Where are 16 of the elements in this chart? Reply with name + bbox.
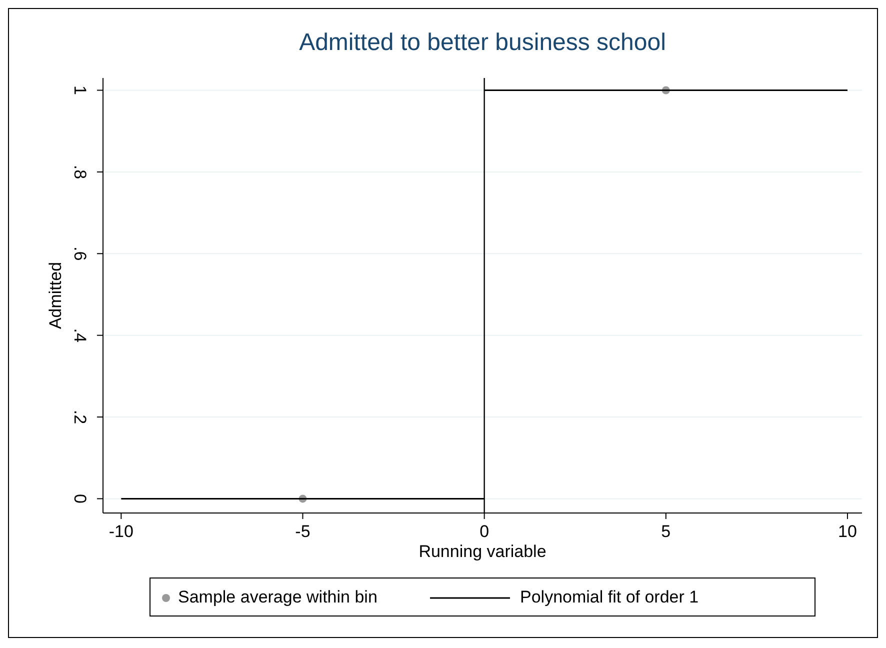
x-tick-label: 0 <box>480 522 490 541</box>
chart-title: Admitted to better business school <box>299 29 666 56</box>
legend-label: Sample average within bin <box>178 587 378 606</box>
y-tick-label: .2 <box>70 410 90 424</box>
y-tick-label: .8 <box>70 164 90 180</box>
y-tick-label: .6 <box>70 246 90 261</box>
legend-label: Polynomial fit of order 1 <box>520 587 699 606</box>
y-tick-label: .4 <box>70 328 90 342</box>
y-tick-label: 0 <box>70 494 90 504</box>
x-tick-label: 10 <box>838 522 857 541</box>
x-tick-label: 5 <box>661 522 671 541</box>
y-tick-label: 1 <box>70 86 90 95</box>
x-tick-label: -10 <box>108 522 134 541</box>
y-axis-title: Admitted <box>46 262 65 330</box>
x-tick-label: -5 <box>295 522 310 541</box>
x-axis-title: Running variable <box>418 542 546 561</box>
